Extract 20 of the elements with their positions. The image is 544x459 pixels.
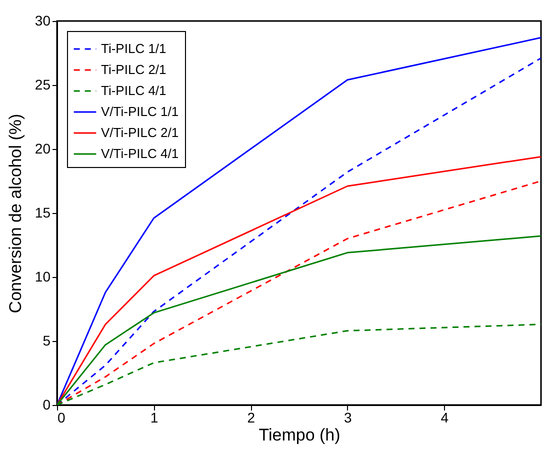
y-tick-label: 10 — [34, 268, 51, 284]
legend-label: V/Ti-PILC 1/1 — [101, 104, 179, 119]
y-tick-label: 5 — [42, 332, 51, 348]
legend-label: Ti-PILC 4/1 — [101, 83, 166, 98]
x-tick-label: 1 — [150, 410, 158, 426]
x-axis-title: Tiempo (h) — [258, 426, 340, 444]
x-tick-label: 2 — [247, 410, 256, 426]
x-tick-label: 4 — [440, 410, 449, 426]
legend-label: Ti-PILC 1/1 — [101, 41, 166, 56]
x-tick-label: 3 — [344, 410, 352, 426]
legend-label: Ti-PILC 2/1 — [101, 62, 166, 77]
x-tick-label: 0 — [58, 410, 66, 426]
y-tick-label: 30 — [34, 12, 51, 28]
y-tick-label: 15 — [34, 204, 51, 220]
y-tick-label: 25 — [34, 76, 51, 92]
y-tick-label: 0 — [42, 396, 51, 412]
legend-label: V/Ti-PILC 4/1 — [101, 146, 179, 161]
legend-label: V/Ti-PILC 2/1 — [101, 125, 179, 140]
y-tick-label: 20 — [34, 140, 51, 156]
y-axis-title: Conversion de alcohol (%) — [6, 114, 25, 314]
